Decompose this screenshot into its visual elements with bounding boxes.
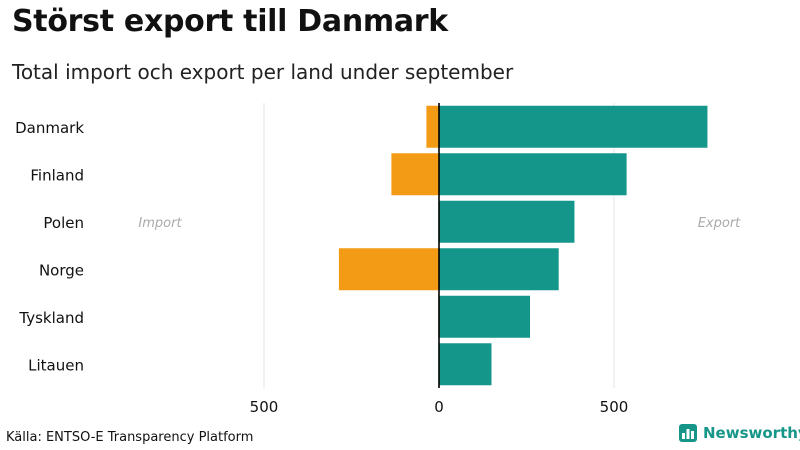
category-label-polen: Polen: [43, 214, 84, 232]
category-label-finland: Finland: [30, 166, 84, 184]
import-bar-finland: [391, 153, 439, 196]
export-bar-norge: [439, 248, 559, 291]
import-annotation: Import: [138, 216, 182, 231]
brand-logo: Newsworthy: [679, 424, 800, 442]
x-tick-label-2: 500: [600, 398, 629, 416]
export-bar-polen: [439, 200, 575, 243]
export-bar-finland: [439, 153, 627, 196]
chart-subtitle: Total import och export per land under s…: [12, 60, 514, 84]
category-label-norge: Norge: [39, 261, 84, 279]
category-label-danmark: Danmark: [15, 119, 84, 137]
export-bar-litauen: [439, 343, 492, 386]
import-bar-norge: [338, 248, 439, 291]
export-annotation: Export: [698, 216, 741, 231]
chart-title: Störst export till Danmark: [12, 4, 448, 39]
x-tick-label-0: 500: [250, 398, 279, 416]
source-note: Källa: ENTSO-E Transparency Platform: [6, 430, 254, 445]
export-bar-tyskland: [439, 295, 530, 338]
export-bar-danmark: [439, 105, 708, 148]
chart-logo-icon: [679, 424, 697, 442]
category-label-litauen: Litauen: [28, 356, 84, 374]
category-label-tyskland: Tyskland: [18, 309, 84, 327]
import-bar-danmark: [426, 105, 439, 148]
x-tick-label-1: 0: [434, 398, 444, 416]
brand-name: Newsworthy: [703, 424, 800, 442]
